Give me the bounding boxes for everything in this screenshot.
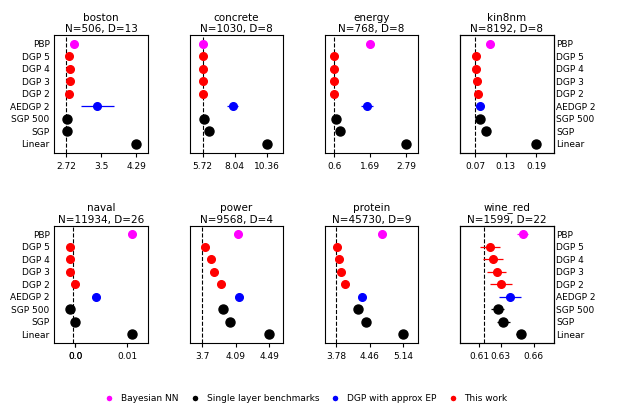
Title: energy
N=768, D=8: energy N=768, D=8: [339, 13, 405, 34]
Title: naval
N=11934, D=26: naval N=11934, D=26: [58, 203, 144, 225]
Title: protein
N=45730, D=9: protein N=45730, D=9: [332, 203, 412, 225]
Title: boston
N=506, D=13: boston N=506, D=13: [65, 13, 138, 34]
Title: wine_red
N=1599, D=22: wine_red N=1599, D=22: [467, 202, 547, 225]
Title: power
N=9568, D=4: power N=9568, D=4: [200, 203, 273, 225]
Legend: Bayesian NN, Single layer benchmarks, DGP with approx EP, This work: Bayesian NN, Single layer benchmarks, DG…: [97, 390, 511, 406]
Title: kin8nm
N=8192, D=8: kin8nm N=8192, D=8: [470, 13, 543, 34]
Title: concrete
N=1030, D=8: concrete N=1030, D=8: [200, 13, 273, 34]
